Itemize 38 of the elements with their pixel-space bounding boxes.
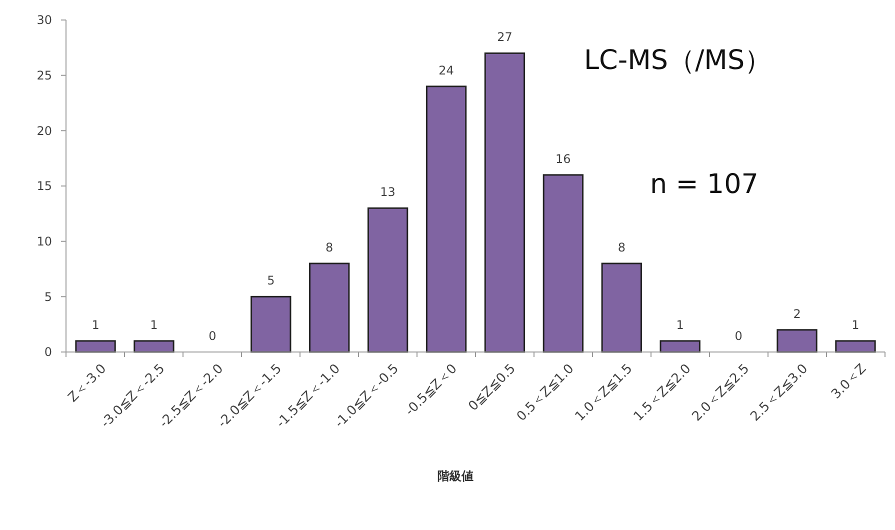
y-tick-label: 30 bbox=[36, 13, 52, 28]
bar bbox=[309, 262, 350, 353]
bar bbox=[426, 86, 467, 353]
data-label: 16 bbox=[556, 152, 571, 166]
bar bbox=[835, 340, 876, 353]
bar bbox=[660, 340, 700, 353]
y-tick-label: 10 bbox=[36, 234, 52, 249]
bar bbox=[542, 174, 584, 353]
data-label: 0 bbox=[208, 329, 216, 343]
data-label: 1 bbox=[150, 318, 158, 332]
bar bbox=[776, 329, 818, 353]
data-label: 1 bbox=[852, 318, 860, 332]
x-tick-label: 3.0＜Z bbox=[828, 361, 870, 402]
data-label: 13 bbox=[380, 185, 396, 200]
bar bbox=[250, 296, 292, 353]
x-tick-label: Z＜-3.0 bbox=[66, 361, 110, 406]
y-tick-label: 25 bbox=[36, 68, 52, 83]
y-tick-label: 0 bbox=[44, 345, 52, 360]
bar bbox=[134, 340, 174, 353]
bar bbox=[484, 52, 526, 353]
data-label: 24 bbox=[438, 63, 454, 78]
data-label: 1 bbox=[92, 318, 100, 332]
annotation: LC-MS（/MS） bbox=[584, 45, 772, 76]
data-label: 27 bbox=[497, 30, 512, 44]
y-tick-label: 5 bbox=[44, 290, 52, 304]
data-label: 2 bbox=[793, 306, 801, 321]
y-tick-label: 15 bbox=[36, 179, 52, 194]
data-label: 0 bbox=[734, 329, 742, 343]
data-label: 1 bbox=[676, 318, 684, 332]
bar bbox=[75, 340, 116, 353]
annotation: n = 107 bbox=[650, 169, 758, 200]
y-tick-label: 20 bbox=[36, 124, 52, 138]
data-label: 5 bbox=[267, 274, 275, 288]
bar bbox=[367, 207, 408, 353]
data-label: 8 bbox=[618, 240, 626, 254]
x-axis-title: 階級値 bbox=[438, 469, 474, 483]
data-label: 8 bbox=[326, 240, 334, 254]
bar bbox=[601, 262, 642, 353]
